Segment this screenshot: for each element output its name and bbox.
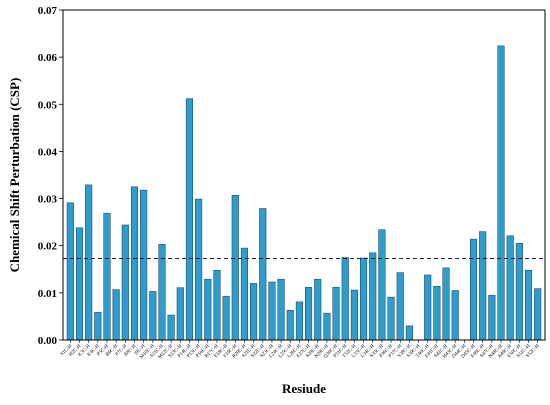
bar — [314, 278, 322, 341]
bar — [378, 229, 386, 341]
x-axis-title: Resiude — [282, 381, 326, 396]
bar — [85, 184, 93, 341]
y-axis-ticks: 0.00 0.01 0.02 0.03 0.04 0.05 0.06 0.07 — [38, 5, 63, 347]
bar — [433, 286, 441, 341]
bar — [286, 310, 294, 341]
bar — [323, 312, 331, 341]
y-tick-label: 0.01 — [38, 288, 57, 300]
y-tick-label: 0.04 — [38, 146, 58, 158]
bar — [442, 267, 450, 341]
bar — [387, 296, 395, 341]
bar — [295, 301, 303, 341]
bar — [250, 283, 258, 341]
y-tick-label: 0.05 — [38, 99, 58, 111]
bar — [305, 286, 313, 341]
bar — [75, 227, 84, 341]
bar — [515, 243, 523, 341]
bar — [185, 98, 194, 341]
y-tick-label: 0.03 — [38, 194, 58, 206]
plot-frame — [62, 9, 546, 341]
bar — [130, 186, 139, 341]
bar — [506, 235, 514, 341]
bar — [231, 195, 239, 341]
y-axis-title: Chemical Shift Perturbation (CSP) — [7, 78, 22, 273]
bar — [369, 252, 377, 341]
bar — [451, 290, 459, 341]
bar — [94, 311, 102, 341]
bar — [167, 314, 175, 341]
bar — [213, 269, 221, 341]
bar — [479, 231, 487, 341]
bar — [240, 247, 248, 341]
bar — [195, 198, 203, 341]
bar — [259, 208, 267, 341]
bar — [268, 281, 276, 341]
bar — [66, 202, 74, 341]
bar — [103, 212, 111, 341]
bar — [424, 274, 432, 341]
y-tick-label: 0.07 — [38, 5, 58, 17]
bar — [524, 269, 533, 341]
bar — [140, 189, 148, 341]
bar — [405, 325, 413, 341]
y-tick-label: 0.00 — [38, 335, 58, 347]
bar — [360, 257, 368, 341]
bar — [277, 278, 285, 341]
bar — [396, 272, 404, 341]
bar — [149, 291, 157, 341]
bar — [121, 224, 129, 341]
bar — [497, 45, 505, 341]
bar — [534, 288, 542, 341]
bar — [350, 289, 358, 341]
bar — [332, 286, 340, 341]
bar — [204, 278, 212, 341]
bars-layer — [66, 45, 542, 341]
bar — [176, 287, 184, 341]
y-tick-label: 0.02 — [38, 241, 58, 253]
x-axis-ticks: S1C-HH2C-HK3C-HK4C-HP5C-HR6C-HP7C-HR8C-H… — [60, 340, 541, 360]
bar — [222, 295, 230, 341]
bar — [488, 294, 496, 341]
bar — [341, 257, 349, 341]
bar — [469, 238, 478, 341]
y-tick-label: 0.06 — [38, 52, 58, 64]
bar — [112, 289, 120, 341]
